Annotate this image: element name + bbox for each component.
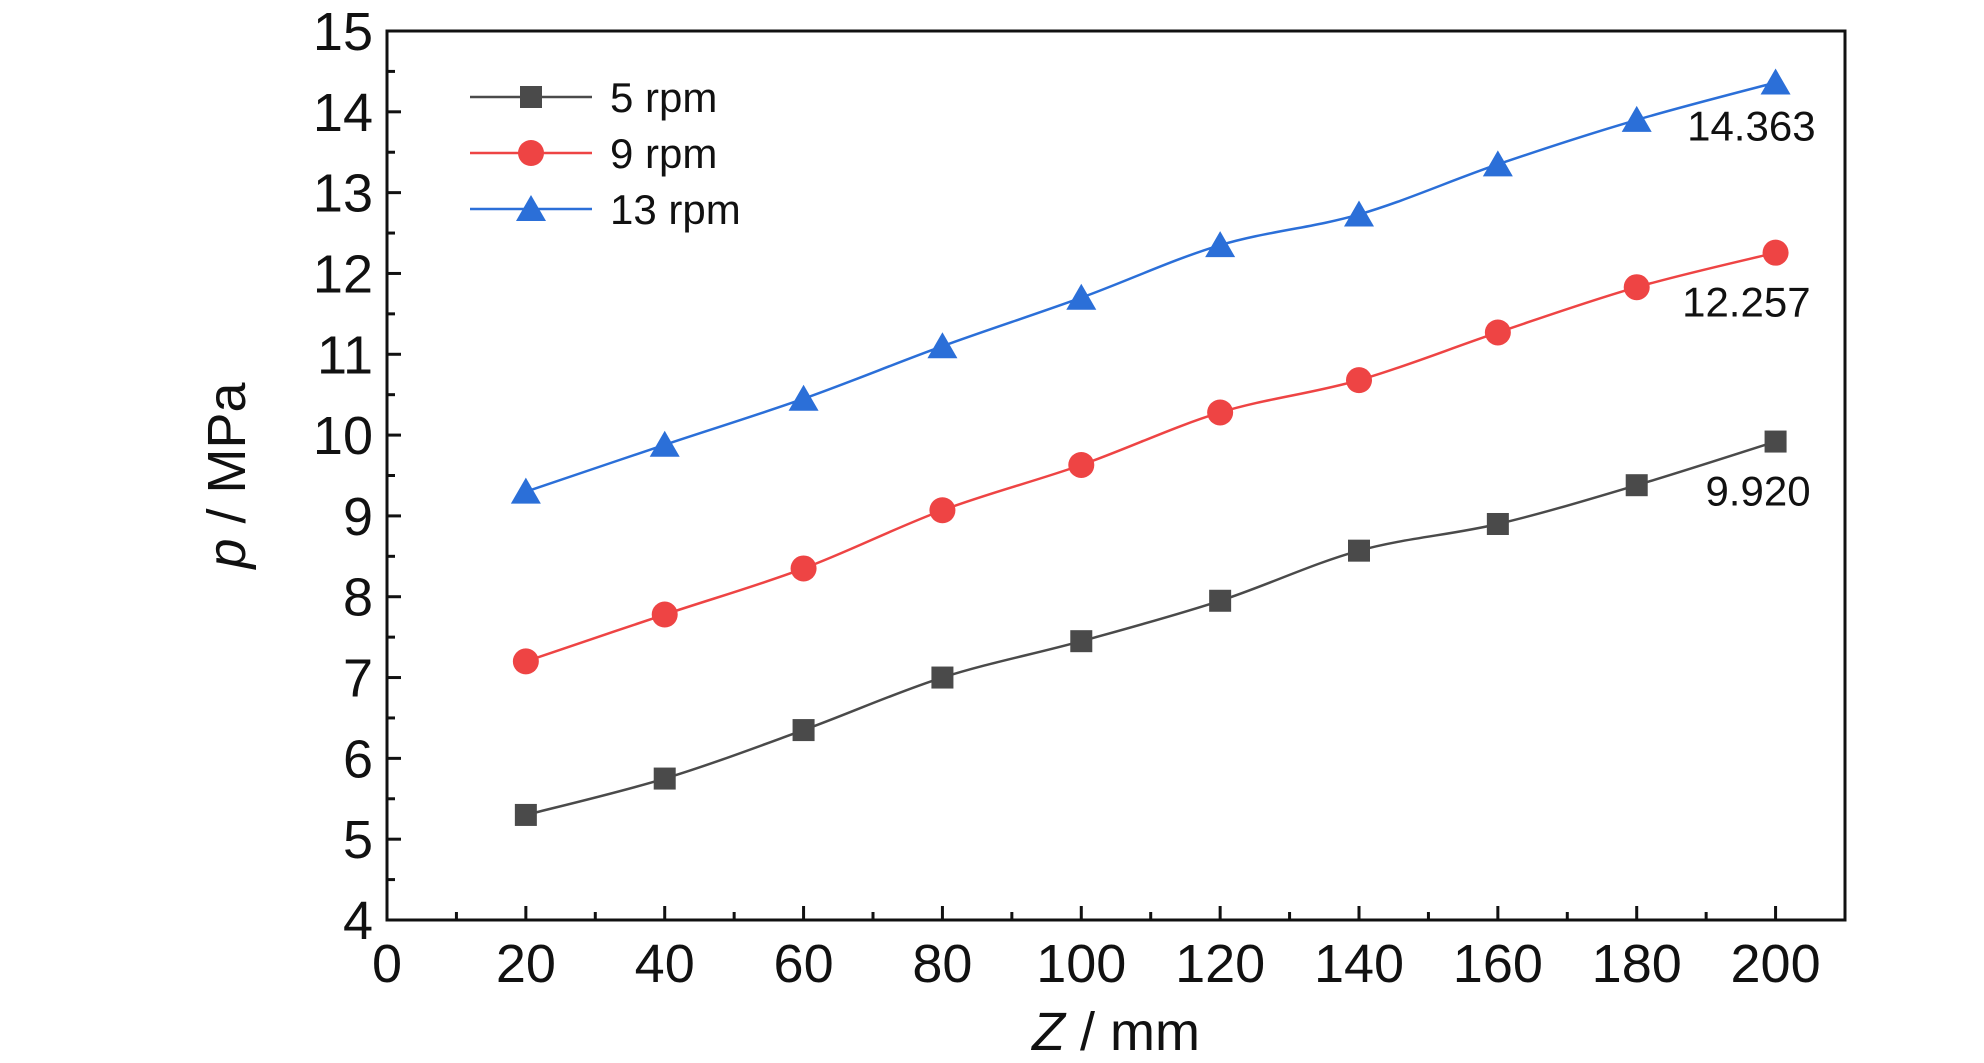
- y-tick-label: 7: [343, 649, 373, 709]
- x-tick-label: 20: [496, 934, 556, 994]
- y-tick-label: 8: [343, 568, 373, 628]
- legend-label: 5 rpm: [610, 74, 717, 121]
- y-tick-label: 13: [313, 164, 373, 224]
- data-point: [1623, 274, 1650, 301]
- legend-label: 9 rpm: [610, 130, 717, 177]
- y-tick-label: 11: [317, 325, 373, 385]
- y-axis-title: p / MPa: [197, 381, 257, 570]
- y-tick-label: 15: [313, 2, 373, 62]
- data-label: 14.363: [1687, 102, 1815, 149]
- data-point: [1348, 539, 1370, 562]
- x-tick-label: 60: [774, 934, 834, 994]
- data-point: [927, 332, 958, 359]
- legend-item: 9 rpm: [470, 130, 717, 177]
- data-label: 12.257: [1682, 279, 1810, 326]
- series-5-rpm: [514, 430, 1787, 826]
- data-label: 9.920: [1705, 468, 1810, 515]
- y-tick-label: 10: [313, 406, 373, 466]
- series-line: [525, 81, 1776, 493]
- x-tick-label: 120: [1175, 934, 1265, 994]
- x-tick-label: 180: [1592, 934, 1682, 994]
- x-tick-label: 0: [372, 934, 402, 994]
- data-point: [1484, 319, 1511, 346]
- legend-marker: [516, 195, 546, 221]
- data-point: [512, 648, 539, 675]
- data-point: [1621, 105, 1652, 132]
- data-point: [653, 767, 676, 790]
- x-axis-variable: Z: [1030, 1002, 1067, 1062]
- data-point: [1209, 589, 1232, 612]
- data-point: [510, 477, 541, 504]
- data-point: [1486, 512, 1509, 535]
- data-point: [1762, 239, 1789, 266]
- series-line: [525, 440, 1776, 817]
- data-point: [649, 430, 680, 457]
- data-point: [1066, 283, 1097, 310]
- y-tick-label: 14: [313, 83, 373, 143]
- data-point: [1344, 200, 1374, 227]
- data-point: [1764, 430, 1787, 453]
- data-point: [1070, 630, 1093, 653]
- x-tick-label: 160: [1453, 934, 1543, 994]
- x-axis: 0 20 40 60 80 100 120 140 160 180 200: [372, 906, 1821, 994]
- data-point: [792, 719, 815, 742]
- data-point: [651, 601, 678, 628]
- data-point: [1346, 367, 1372, 394]
- annotations: 14.363 12.257 9.920: [1682, 102, 1815, 514]
- y-tick-label: 5: [343, 810, 373, 870]
- data-point: [929, 497, 956, 524]
- y-axis-variable: p: [197, 539, 257, 571]
- y-tick-label: 12: [313, 244, 373, 304]
- y-axis: 4 5 6 7 8 9 10 11 12 13 14 15: [313, 2, 401, 951]
- data-point: [1205, 231, 1236, 258]
- data-point: [1760, 68, 1791, 95]
- legend-marker: [520, 86, 542, 108]
- x-tick-label: 200: [1731, 934, 1821, 994]
- x-axis-unit: / mm: [1065, 1002, 1200, 1062]
- data-point: [790, 555, 817, 582]
- legend-item: 13 rpm: [470, 186, 741, 233]
- series-layer: [510, 68, 1791, 826]
- x-tick-label: 140: [1314, 934, 1404, 994]
- legend-label: 13 rpm: [610, 186, 741, 233]
- data-point: [788, 384, 819, 411]
- series-9-rpm: [512, 239, 1789, 675]
- data-point: [1625, 474, 1648, 497]
- data-point: [1207, 399, 1234, 426]
- x-tick-label: 100: [1036, 934, 1126, 994]
- legend-item: 5 rpm: [470, 74, 717, 121]
- y-tick-label: 9: [343, 487, 373, 547]
- series-line: [525, 251, 1776, 663]
- y-tick-label: 4: [343, 891, 373, 951]
- data-point: [514, 803, 537, 826]
- series-13-rpm: [510, 68, 1791, 504]
- data-point: [1482, 150, 1513, 177]
- data-point: [1068, 451, 1095, 478]
- y-tick-label: 6: [343, 729, 373, 789]
- legend: 5 rpm 9 rpm 13 rpm: [470, 74, 741, 233]
- x-tick-label: 80: [912, 934, 972, 994]
- legend-marker: [518, 140, 544, 166]
- x-axis-title: Z / mm: [1030, 1002, 1200, 1062]
- x-tick-label: 40: [635, 934, 695, 994]
- y-axis-unit: / MPa: [197, 381, 257, 538]
- data-point: [931, 666, 954, 689]
